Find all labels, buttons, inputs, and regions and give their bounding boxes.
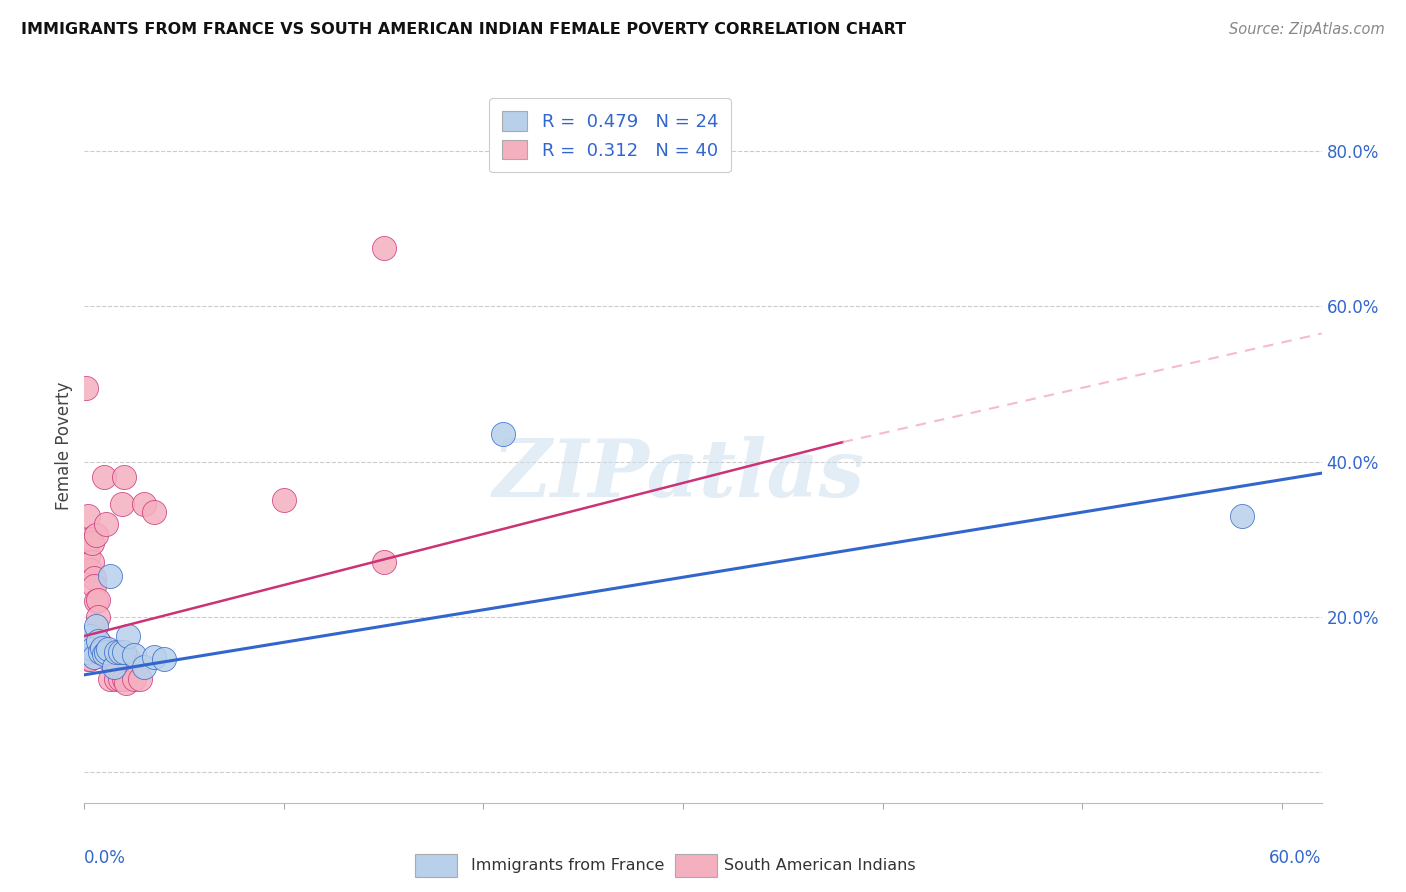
Point <box>122 672 145 686</box>
Point <box>112 644 135 658</box>
Text: 60.0%: 60.0% <box>1270 849 1322 867</box>
Point <box>143 650 166 665</box>
Point <box>91 644 114 658</box>
Point <box>111 497 134 511</box>
Point <box>77 548 100 562</box>
Y-axis label: Female Poverty: Female Poverty <box>55 382 73 510</box>
Legend: R =  0.479   N = 24, R =  0.312   N = 40: R = 0.479 N = 24, R = 0.312 N = 40 <box>489 98 731 172</box>
Point <box>83 579 105 593</box>
Point <box>75 644 97 658</box>
Text: ZIPatlas: ZIPatlas <box>492 436 865 513</box>
Point <box>273 493 295 508</box>
Point <box>1230 508 1253 523</box>
Point <box>77 652 100 666</box>
Point <box>117 652 139 666</box>
Point <box>87 592 110 607</box>
Point <box>77 638 100 652</box>
Point <box>89 637 111 651</box>
Point <box>93 470 115 484</box>
Point <box>91 640 114 655</box>
Text: 0.0%: 0.0% <box>84 849 127 867</box>
Point <box>134 660 156 674</box>
Point <box>82 536 104 550</box>
Point <box>122 648 145 663</box>
Point <box>101 652 124 666</box>
Point <box>153 652 176 666</box>
Point <box>112 672 135 686</box>
Point <box>112 470 135 484</box>
Point <box>97 642 120 657</box>
Point <box>492 427 515 442</box>
Point <box>134 497 156 511</box>
Point <box>93 647 115 661</box>
Point <box>82 555 104 569</box>
Point <box>86 594 108 608</box>
Point <box>110 672 132 686</box>
Text: South American Indians: South American Indians <box>724 858 915 872</box>
Point <box>86 619 108 633</box>
Point <box>98 569 121 583</box>
Point <box>87 609 110 624</box>
Point <box>103 660 125 674</box>
Point <box>83 571 105 585</box>
Point <box>75 381 97 395</box>
Point <box>143 505 166 519</box>
Point <box>77 508 100 523</box>
Point <box>373 555 395 569</box>
Point <box>79 563 101 577</box>
Text: Source: ZipAtlas.com: Source: ZipAtlas.com <box>1229 22 1385 37</box>
Point <box>79 629 101 643</box>
Text: IMMIGRANTS FROM FRANCE VS SOUTH AMERICAN INDIAN FEMALE POVERTY CORRELATION CHART: IMMIGRANTS FROM FRANCE VS SOUTH AMERICAN… <box>21 22 907 37</box>
Point <box>97 652 120 666</box>
Point <box>103 652 125 666</box>
Point <box>96 644 118 658</box>
Point <box>105 644 128 658</box>
Point <box>93 648 115 663</box>
Point <box>96 516 118 531</box>
Point <box>79 652 101 666</box>
Point <box>110 644 132 658</box>
Point <box>82 642 104 657</box>
Point <box>129 672 152 686</box>
Point <box>98 672 121 686</box>
Point <box>373 241 395 255</box>
Point <box>91 644 114 658</box>
Text: Immigrants from France: Immigrants from France <box>471 858 665 872</box>
Point <box>105 672 128 686</box>
Point <box>117 629 139 643</box>
Point <box>87 634 110 648</box>
Point <box>89 637 111 651</box>
Point <box>83 650 105 665</box>
Point <box>86 528 108 542</box>
Point <box>89 644 111 658</box>
Point <box>79 532 101 546</box>
Point <box>115 675 138 690</box>
